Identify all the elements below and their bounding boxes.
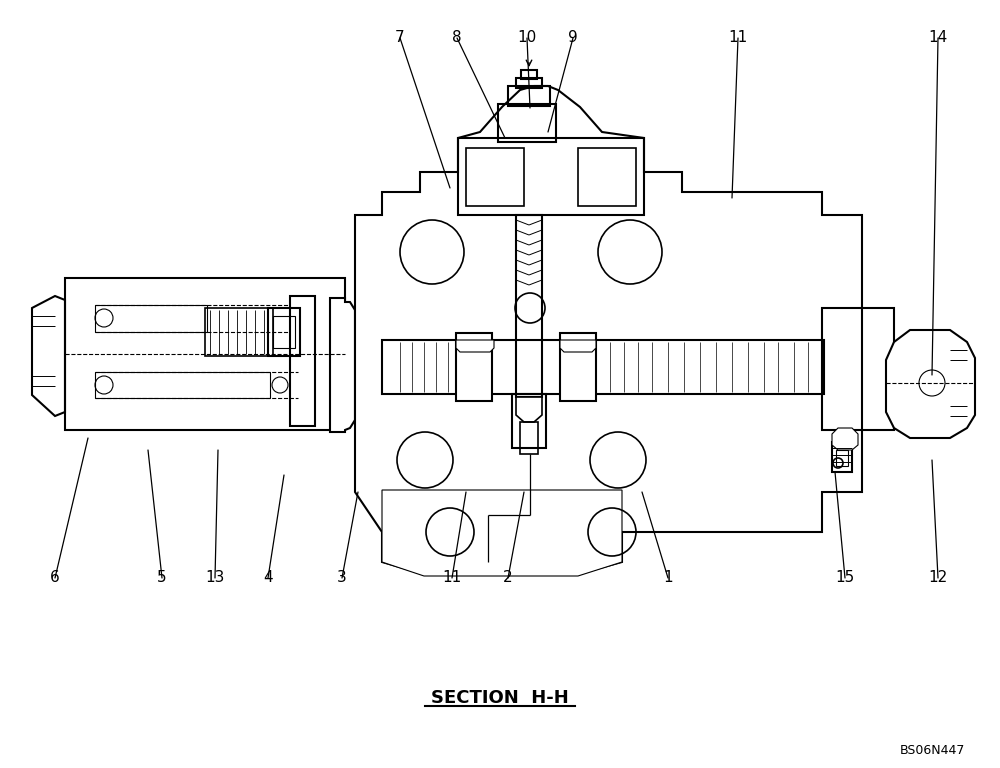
Bar: [832, 442, 852, 472]
Bar: [836, 450, 848, 466]
Bar: [268, 308, 300, 356]
Text: 14: 14: [928, 31, 948, 45]
Bar: [466, 148, 524, 206]
Text: 5: 5: [157, 571, 167, 585]
Text: 13: 13: [205, 571, 225, 585]
Polygon shape: [355, 86, 862, 574]
Bar: [508, 86, 550, 106]
Text: SECTION  H-H: SECTION H-H: [431, 689, 569, 707]
Polygon shape: [516, 397, 542, 422]
Bar: [290, 296, 315, 426]
Bar: [516, 78, 542, 88]
Bar: [578, 148, 636, 206]
Polygon shape: [456, 340, 494, 352]
Bar: [95, 305, 207, 332]
Text: BS06N447: BS06N447: [900, 743, 965, 756]
Polygon shape: [330, 298, 355, 432]
Text: 10: 10: [517, 31, 537, 45]
Polygon shape: [382, 490, 622, 576]
Text: 12: 12: [928, 571, 948, 585]
Text: 9: 9: [568, 31, 578, 45]
Text: 15: 15: [835, 571, 855, 585]
Text: 7: 7: [395, 31, 405, 45]
Bar: [456, 333, 492, 401]
Bar: [521, 70, 537, 79]
Bar: [382, 340, 824, 394]
Text: 11: 11: [728, 31, 748, 45]
Text: 11: 11: [442, 571, 462, 585]
Bar: [95, 372, 270, 398]
Bar: [512, 394, 546, 448]
Text: 1: 1: [663, 571, 673, 585]
Polygon shape: [886, 330, 975, 438]
Text: 2: 2: [503, 571, 513, 585]
Bar: [822, 308, 894, 430]
Bar: [458, 138, 644, 215]
Bar: [516, 215, 542, 397]
Polygon shape: [832, 428, 858, 450]
Text: 8: 8: [452, 31, 462, 45]
Bar: [65, 278, 345, 430]
Text: 3: 3: [337, 571, 347, 585]
Bar: [560, 333, 596, 401]
Bar: [498, 104, 556, 142]
Polygon shape: [32, 296, 65, 416]
Polygon shape: [560, 340, 596, 352]
Text: 6: 6: [50, 571, 60, 585]
Text: 4: 4: [263, 571, 273, 585]
Bar: [205, 308, 273, 356]
Bar: [273, 316, 295, 348]
Bar: [520, 422, 538, 454]
